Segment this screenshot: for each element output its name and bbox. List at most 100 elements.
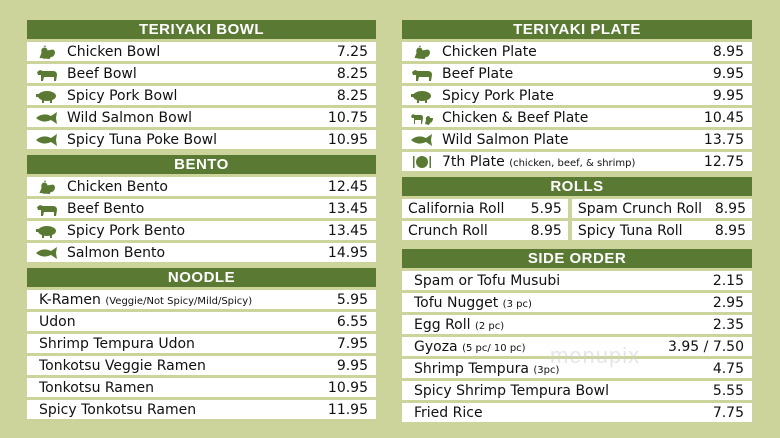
item-price: 12.45 <box>327 178 368 195</box>
cow-icon <box>402 66 442 82</box>
menu-item[interactable]: Spicy Pork Bento 13.45 <box>27 221 376 240</box>
menu-item[interactable]: Spicy Pork Bowl 8.25 <box>27 86 376 105</box>
section-header: ROLLS <box>402 177 752 196</box>
cow-icon <box>27 201 67 217</box>
menu-item[interactable]: Chicken & Beef Plate 10.45 <box>402 108 752 127</box>
teriyaki-plate-section: TERIYAKI PLATE Chicken Plate 8.95 Beef P… <box>402 20 752 171</box>
menu-item[interactable]: Spam or Tofu Musubi 2.15 <box>402 271 752 290</box>
menu-item[interactable]: Chicken Bowl 7.25 <box>27 42 376 61</box>
item-name: Spicy Pork Plate <box>442 87 554 104</box>
item-price: 2.95 <box>712 294 744 311</box>
item-price: 9.95 <box>712 65 744 82</box>
menu-item[interactable]: 7th Plate (chicken, beef, & shrimp) 12.7… <box>402 152 752 171</box>
item-name-text: K-Ramen <box>39 291 101 308</box>
menu-item[interactable]: Beef Bowl 8.25 <box>27 64 376 83</box>
item-price: 5.55 <box>712 382 744 399</box>
menu-item[interactable]: Spicy Tuna Roll 8.95 <box>571 221 752 240</box>
item-name: Chicken Bowl <box>67 43 161 60</box>
item-price: 3.95 / 7.50 <box>668 338 744 355</box>
menu-item[interactable]: Spicy Tuna Poke Bowl 10.95 <box>27 130 376 149</box>
item-name: Beef Bowl <box>67 65 137 82</box>
menu-item[interactable]: Shrimp Tempura (3pc) 4.75 <box>402 359 752 378</box>
menu-item[interactable]: Egg Roll (2 pc) 2.35 <box>402 315 752 334</box>
item-price: 2.15 <box>712 272 744 289</box>
menu-item[interactable]: Spicy Tonkotsu Ramen 11.95 <box>27 400 376 419</box>
item-note: (chicken, beef, & shrimp) <box>509 157 636 169</box>
noodle-section: NOODLE K-Ramen (Veggie/Not Spicy/Mild/Sp… <box>27 268 376 419</box>
menu-item[interactable]: Gyoza (5 pc/ 10 pc) 3.95 / 7.50 <box>402 337 752 356</box>
item-name: Udon <box>39 313 76 330</box>
item-name-text: Egg Roll <box>414 316 471 333</box>
section-header: NOODLE <box>27 268 376 287</box>
fish-icon <box>402 132 442 148</box>
item-name: Spicy Pork Bento <box>67 222 186 239</box>
item-name: Crunch Roll <box>408 222 488 239</box>
menu-item[interactable]: Tonkotsu Ramen 10.95 <box>27 378 376 397</box>
menu-item[interactable]: Wild Salmon Plate 13.75 <box>402 130 752 149</box>
item-name: Chicken Plate <box>442 43 537 60</box>
menu-item[interactable]: Crunch Roll 8.95 <box>402 221 568 240</box>
menu-item[interactable]: Tonkotsu Veggie Ramen 9.95 <box>27 356 376 375</box>
item-name: Salmon Bento <box>67 244 166 261</box>
item-name: Spicy Tuna Poke Bowl <box>67 131 217 148</box>
item-note: (3 pc) <box>502 298 532 310</box>
item-price: 10.45 <box>703 109 744 126</box>
menu-item[interactable]: Fried Rice 7.75 <box>402 403 752 422</box>
item-price: 13.45 <box>327 200 368 217</box>
menu-item[interactable]: California Roll 5.95 <box>402 199 568 218</box>
item-price: 2.35 <box>712 316 744 333</box>
item-name: 7th Plate (chicken, beef, & shrimp) <box>442 154 680 170</box>
menu-item[interactable]: K-Ramen (Veggie/Not Spicy/Mild/Spicy) 5.… <box>27 290 376 309</box>
item-price: 8.95 <box>714 222 746 239</box>
section-header: BENTO <box>27 155 376 174</box>
item-note: (5 pc/ 10 pc) <box>462 342 526 354</box>
menu-item[interactable]: Salmon Bento 14.95 <box>27 243 376 262</box>
section-header: TERIYAKI BOWL <box>27 20 376 39</box>
item-name: Chicken Bento <box>67 178 168 195</box>
chicken-icon <box>27 44 67 60</box>
item-price: 8.25 <box>336 87 368 104</box>
bento-section: BENTO Chicken Bento 12.45 Beef Bento 13.… <box>27 155 376 262</box>
menu-item[interactable]: Chicken Bento 12.45 <box>27 177 376 196</box>
item-price: 5.95 <box>336 291 368 308</box>
menu-item[interactable]: Chicken Plate 8.95 <box>402 42 752 61</box>
menu-item[interactable]: Shrimp Tempura Udon 7.95 <box>27 334 376 353</box>
item-name: Wild Salmon Plate <box>442 131 569 148</box>
item-price: 14.95 <box>327 244 368 261</box>
item-name-text: Tofu Nugget <box>414 294 499 311</box>
item-price: 7.75 <box>712 404 744 421</box>
chicken-icon <box>402 44 442 60</box>
item-price: 9.95 <box>712 87 744 104</box>
rolls-grid: California Roll 5.95 Spam Crunch Roll 8.… <box>402 199 752 243</box>
menu-item[interactable]: Spicy Shrimp Tempura Bowl 5.55 <box>402 381 752 400</box>
plate-icon <box>402 154 442 170</box>
item-name: Fried Rice <box>414 404 483 421</box>
section-header: TERIYAKI PLATE <box>402 20 752 39</box>
item-name: Spicy Tonkotsu Ramen <box>39 401 197 418</box>
teriyaki-bowl-section: TERIYAKI BOWL Chicken Bowl 7.25 Beef Bow… <box>27 20 376 149</box>
menu-item[interactable]: Beef Bento 13.45 <box>27 199 376 218</box>
side-order-section: SIDE ORDER Spam or Tofu Musubi 2.15 Tofu… <box>402 249 752 422</box>
menu-item[interactable]: Spam Crunch Roll 8.95 <box>571 199 752 218</box>
item-price: 10.95 <box>327 379 368 396</box>
item-name: Tofu Nugget (3 pc) <box>402 295 664 311</box>
item-price: 11.95 <box>327 401 368 418</box>
item-price: 8.95 <box>714 200 746 217</box>
item-note: (3pc) <box>533 364 560 376</box>
item-price: 4.75 <box>712 360 744 377</box>
menu-item[interactable]: Beef Plate 9.95 <box>402 64 752 83</box>
section-header: SIDE ORDER <box>402 249 752 268</box>
item-name: K-Ramen (Veggie/Not Spicy/Mild/Spicy) <box>27 292 288 308</box>
pig-icon <box>27 223 67 239</box>
item-price: 6.55 <box>336 313 368 330</box>
cow-icon <box>27 66 67 82</box>
menu-item[interactable]: Spicy Pork Plate 9.95 <box>402 86 752 105</box>
menu-item[interactable]: Wild Salmon Bowl 10.75 <box>27 108 376 127</box>
left-column: TERIYAKI BOWL Chicken Bowl 7.25 Beef Bow… <box>27 20 376 425</box>
item-name: Beef Plate <box>442 65 514 82</box>
item-name: Tonkotsu Ramen <box>39 379 155 396</box>
menu-item[interactable]: Tofu Nugget (3 pc) 2.95 <box>402 293 752 312</box>
item-name-text: Gyoza <box>414 338 458 355</box>
menu-item[interactable]: Udon 6.55 <box>27 312 376 331</box>
chicken-icon <box>27 179 67 195</box>
